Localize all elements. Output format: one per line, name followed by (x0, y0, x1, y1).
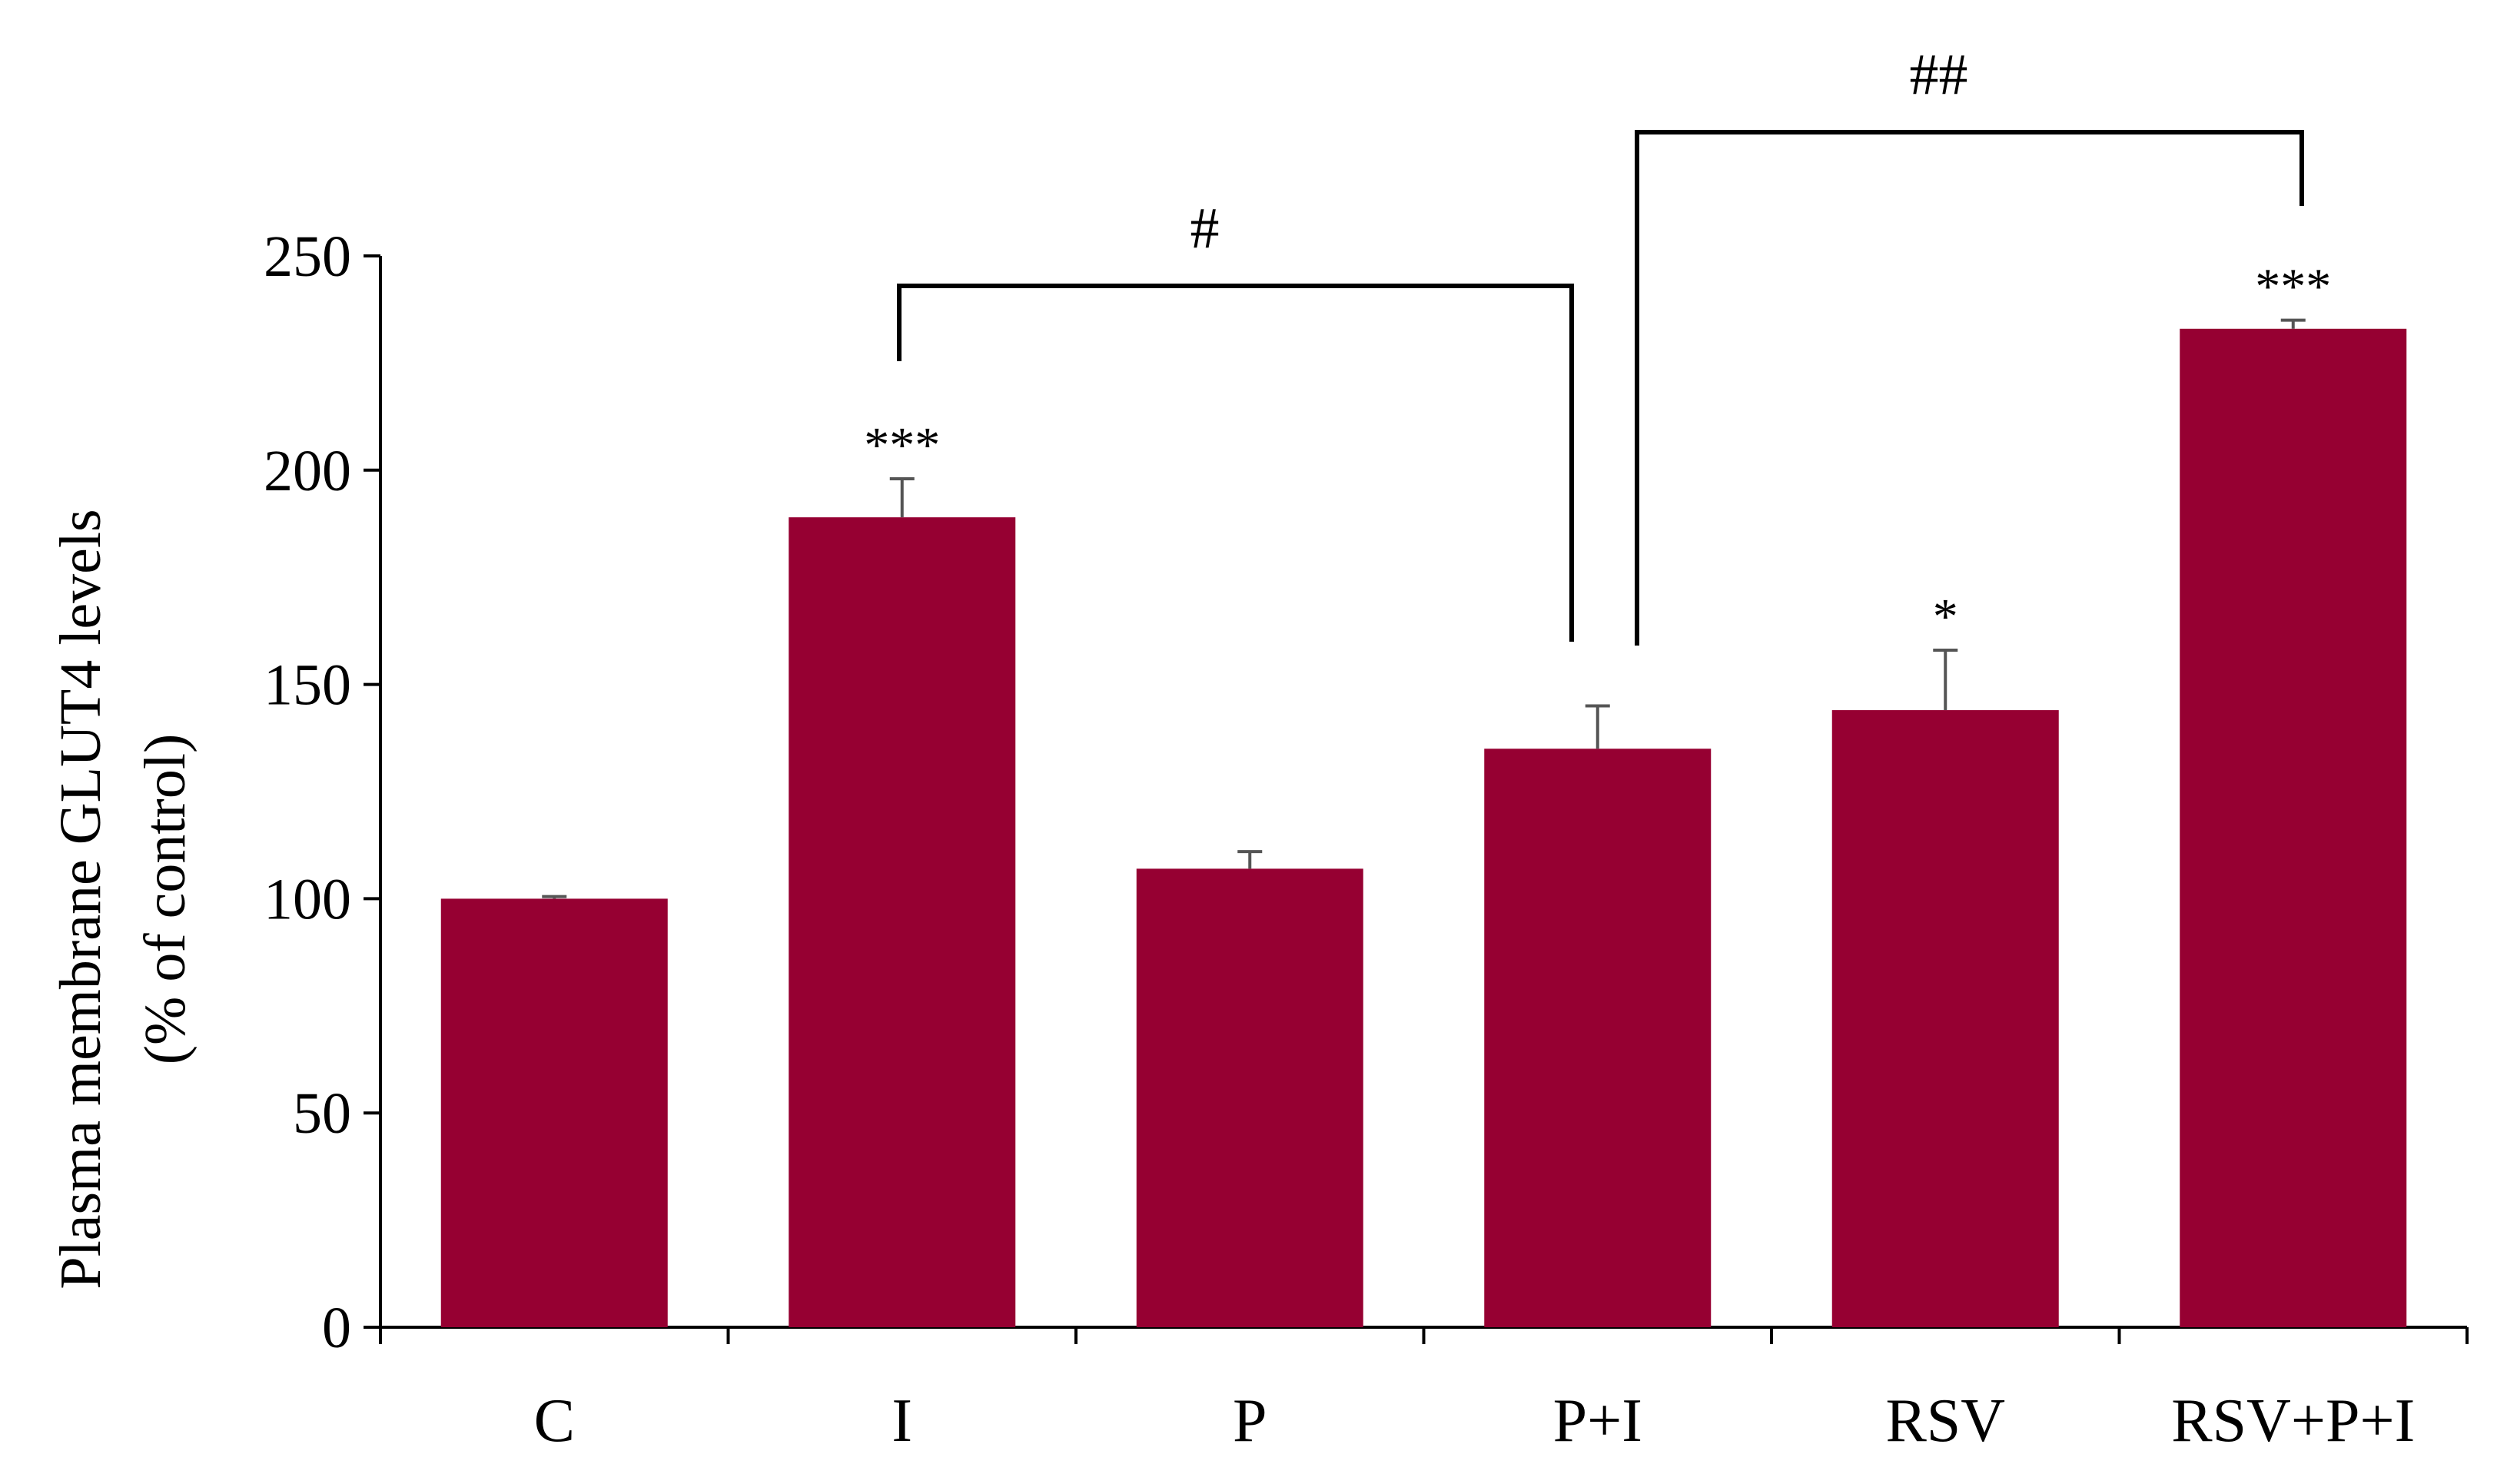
x-tick-label: RSV+P+I (2171, 1387, 2415, 1455)
y-axis-title: Plasma membrane GLUT4 levels (% of contro… (48, 509, 198, 1289)
bracket-label: ## (1910, 42, 1968, 107)
comparison-bracket (1635, 130, 2304, 646)
y-tick-label: 150 (264, 653, 351, 718)
y-tick-label: 250 (264, 224, 351, 289)
x-tick-label: RSV (1885, 1387, 2005, 1455)
comparison-bracket (897, 284, 1574, 642)
x-tick-label: P+I (1553, 1387, 1642, 1455)
bar (1484, 749, 1712, 1327)
bars (440, 328, 2407, 1327)
axes: 0 50 100 150 200 250 C I P P+I RSV RSV+P+I (264, 224, 2469, 1455)
y-axis-title-line-1: Plasma membrane GLUT4 levels (48, 509, 113, 1289)
significance-marks: ******* (864, 259, 2331, 645)
significance-label: *** (864, 417, 940, 473)
error-bars (542, 318, 2306, 899)
bar (1831, 710, 2059, 1327)
y-tick-label: 0 (322, 1296, 351, 1360)
bar (440, 898, 668, 1327)
significance-label: * (1933, 589, 1958, 645)
comparison-brackets: ### (897, 42, 2304, 646)
significance-label: *** (2255, 259, 2331, 315)
y-tick-label: 50 (293, 1081, 351, 1146)
y-axis-title-line-2: (% of control) (133, 734, 198, 1065)
bar (2180, 328, 2407, 1327)
y-tick-label: 100 (264, 867, 351, 931)
bar (789, 517, 1016, 1327)
x-tick-label: C (534, 1387, 575, 1455)
bracket-label: # (1190, 196, 1220, 261)
y-tick-label: 200 (264, 439, 351, 503)
x-tick-label: I (892, 1387, 912, 1455)
bar (1136, 868, 1363, 1327)
x-tick-label: P (1233, 1387, 1267, 1455)
